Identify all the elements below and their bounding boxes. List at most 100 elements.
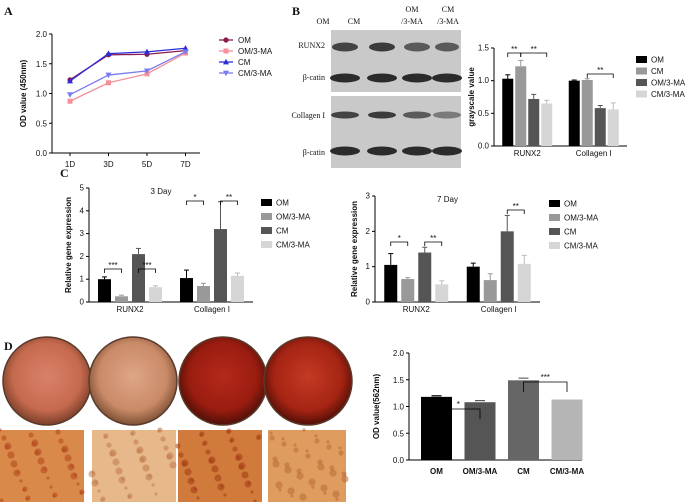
- micrograph-speck: [184, 468, 192, 476]
- legend-swatch: [261, 199, 272, 206]
- blot-band: [435, 42, 459, 52]
- micrograph-speck: [175, 443, 181, 449]
- significance-bracket: [436, 408, 481, 419]
- micrograph-speck: [341, 471, 347, 477]
- legend-marker: [223, 70, 229, 77]
- x-tick-label: 7D: [180, 160, 190, 169]
- micrograph-speck: [130, 430, 136, 436]
- bar: [551, 399, 583, 460]
- category-label: RUNX2: [514, 149, 542, 158]
- micrograph-speck: [112, 458, 120, 466]
- lane-label: OM: [406, 5, 419, 14]
- significance-label: ***: [142, 261, 151, 270]
- bar: [384, 264, 398, 302]
- micrograph: [178, 430, 262, 502]
- micrograph-speck: [1, 435, 7, 441]
- micrograph-speck: [178, 452, 184, 458]
- data-point: [106, 80, 111, 86]
- bar: [98, 279, 111, 302]
- micrograph-speck: [91, 471, 95, 475]
- legend-swatch: [636, 67, 647, 75]
- micrograph-speck: [305, 453, 311, 459]
- legend-swatch: [549, 228, 560, 235]
- micrograph-speck: [326, 444, 332, 450]
- significance-bracket: [586, 73, 614, 78]
- bar: [500, 231, 514, 302]
- bar: [115, 296, 128, 302]
- data-point: [105, 72, 112, 79]
- micrograph-speck: [196, 496, 200, 500]
- micrograph-speck: [100, 496, 106, 502]
- bar: [607, 109, 619, 146]
- category-label: RUNX2: [403, 305, 431, 314]
- micrograph-speck: [317, 459, 323, 465]
- legend-label: CM/3-MA: [276, 241, 310, 250]
- blot-band: [402, 73, 432, 83]
- micrograph-speck: [4, 442, 12, 450]
- micrograph-speck: [64, 454, 72, 462]
- micrograph-speck: [16, 470, 20, 474]
- micrograph-speck: [154, 492, 158, 496]
- y-tick-label: 0: [80, 298, 85, 307]
- y-tick-label: 0.0: [36, 149, 48, 158]
- blot-band: [330, 73, 360, 83]
- culture-dish: [2, 336, 92, 426]
- data-point: [182, 49, 189, 56]
- micrograph-speck: [193, 487, 197, 491]
- micrograph-speck: [211, 465, 219, 473]
- significance-label: **: [513, 202, 519, 211]
- micrograph-speck: [314, 434, 318, 438]
- micrograph-speck: [79, 489, 85, 495]
- blot-band: [367, 73, 397, 83]
- micrograph-speck: [169, 461, 177, 469]
- legend-label: OM/3-MA: [276, 213, 311, 222]
- micrograph-speck: [49, 485, 53, 489]
- bar: [435, 284, 449, 302]
- y-axis-label: OD value (450nm): [19, 59, 28, 127]
- chart-d-od562: 0.0 0.5 1.0 1.5 2.0 OD value(562nm) OM OM/3-MA C…: [372, 349, 584, 476]
- micrograph-speck: [326, 440, 330, 444]
- micrograph-speck: [281, 437, 285, 441]
- y-tick-label: 0.5: [478, 109, 490, 118]
- legend-marker: [223, 58, 229, 65]
- micrograph-speck: [181, 459, 189, 467]
- x-tick-label: 1D: [65, 160, 75, 169]
- y-tick-label: 1.5: [393, 376, 405, 385]
- series-line: [69, 51, 186, 96]
- micrograph-speck: [290, 494, 294, 498]
- chart-title: 3 Day: [151, 187, 172, 196]
- panel-letter-b: B: [292, 4, 301, 18]
- y-tick-label: 2.0: [393, 349, 405, 358]
- micrograph-speck: [278, 488, 282, 492]
- legend-swatch: [636, 79, 647, 86]
- bar: [517, 263, 531, 302]
- y-tick-label: 0: [366, 298, 371, 307]
- bar: [421, 396, 452, 460]
- micrograph-speck: [269, 435, 275, 441]
- bar: [508, 380, 539, 460]
- micrograph-speck: [133, 439, 139, 445]
- bar: [568, 80, 580, 146]
- micrograph-speck: [163, 445, 169, 451]
- micrograph-speck: [103, 433, 109, 439]
- western-blot: OM CM OM/3-MA CM/3-MA RUNX2 β-catin Collagen I…: [291, 5, 462, 168]
- micrograph-speck: [253, 499, 257, 502]
- micrograph-speck: [293, 443, 297, 447]
- micrograph-speck: [46, 476, 50, 480]
- y-tick-label: 1: [366, 262, 371, 271]
- category-label: OM/3-MA: [463, 467, 498, 476]
- micrograph-speck: [299, 493, 307, 501]
- category-label: OM: [430, 467, 443, 476]
- legend-swatch: [636, 56, 647, 63]
- bar: [541, 103, 553, 146]
- significance-bracket: [390, 241, 409, 246]
- micrograph-speck: [136, 446, 144, 454]
- y-axis-label: grayscale value: [467, 67, 476, 127]
- micrograph-speck: [190, 478, 194, 482]
- y-tick-label: 0.5: [36, 119, 48, 128]
- legend-label: CM: [276, 227, 289, 236]
- lane-label: CM: [348, 17, 360, 26]
- blot-band: [404, 42, 430, 52]
- category-label: RUNX2: [116, 305, 144, 314]
